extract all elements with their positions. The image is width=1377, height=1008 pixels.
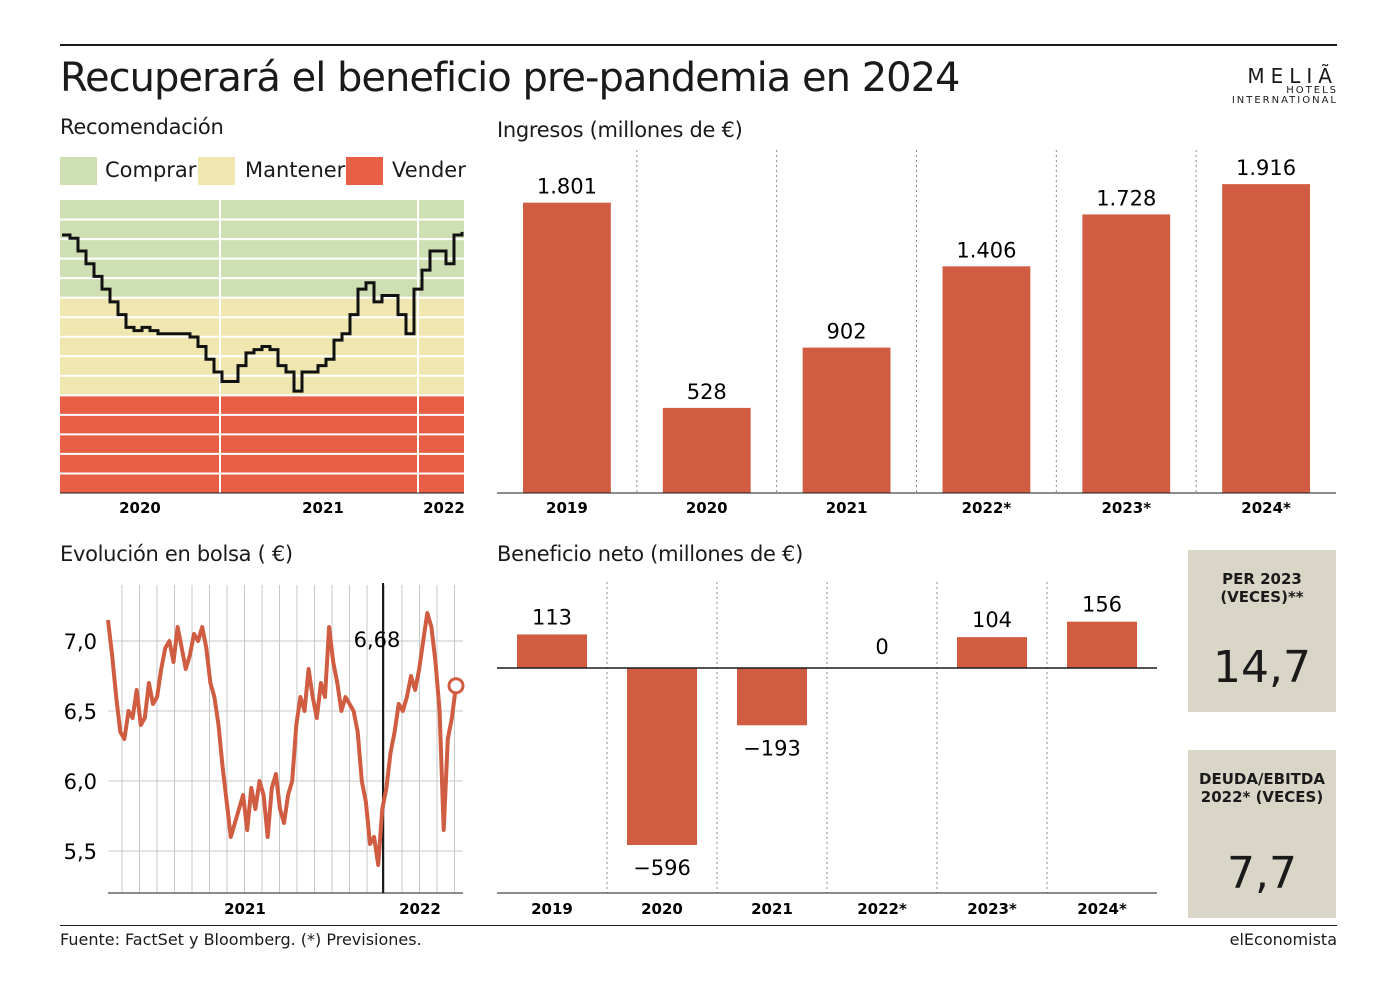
recomendacion-band-row: [60, 453, 464, 474]
recomendacion-band-row: [60, 200, 464, 220]
bolsa-marker-label: 6,68: [354, 628, 401, 652]
logo-line3: INTERNATIONAL: [1231, 95, 1338, 106]
kpi-deuda-label-1: DEUDA/EBITDA: [1199, 770, 1325, 788]
ingresos-title: Ingresos (millones de €): [497, 118, 743, 142]
recomendacion-band-row: [60, 219, 464, 240]
kpi-deuda: DEUDA/EBITDA 2022* (VECES) 7,7: [1188, 750, 1336, 918]
beneficio-bar: [627, 668, 697, 845]
beneficio-title: Beneficio neto (millones de €): [497, 542, 804, 566]
beneficio-bar: [737, 668, 807, 726]
beneficio-bar-label: 113: [532, 605, 572, 629]
kpi-per: PER 2023 (VECES)** 14,7: [1188, 550, 1336, 712]
recomendacion-title: Recomendación: [60, 115, 224, 139]
ingresos-x-tick-label: 2022*: [962, 499, 1012, 517]
ingresos-bar-label: 528: [687, 380, 727, 404]
beneficio-bar-label: 156: [1082, 593, 1122, 617]
bolsa-x-tick-label: 2022: [399, 900, 441, 918]
legend-swatch-comprar: [60, 157, 97, 185]
recomendacion-series-line: [62, 231, 464, 393]
bottom-rule: [60, 925, 1337, 926]
ingresos-bar: [662, 407, 751, 493]
beneficio-bar-label: 104: [972, 608, 1012, 632]
logo-line2: HOTELS: [1286, 85, 1338, 96]
recomendacion-band-row: [60, 317, 464, 337]
beneficio-x-tick-label: 2023*: [967, 900, 1017, 918]
kpi-per-value: 14,7: [1213, 642, 1311, 693]
ingresos-x-tick-label: 2020: [686, 499, 728, 517]
recomendacion-band-row: [60, 297, 464, 318]
recomendacion-band-row: [60, 258, 464, 279]
beneficio-bar: [1067, 621, 1137, 668]
ingresos-x-tick-label: 2019: [546, 499, 588, 517]
legend-label-vender: Vender: [392, 158, 466, 182]
beneficio-x-tick-label: 2019: [531, 900, 573, 918]
kpi-per-label-1: PER 2023: [1222, 570, 1302, 588]
recomendacion-band-row: [60, 278, 464, 298]
ingresos-bar-label: 1.801: [537, 175, 597, 199]
recomendacion-band-row: [60, 414, 464, 435]
page-title: Recuperará el beneficio pre-pandemia en …: [60, 55, 960, 101]
ingresos-bar-label: 1.406: [956, 238, 1016, 262]
legend-label-comprar: Comprar: [105, 158, 197, 182]
recomendacion-band-row: [60, 375, 464, 396]
recomendacion-band-row: [60, 356, 464, 376]
recomendacion-band-row: [60, 239, 464, 259]
beneficio-x-tick-label: 2021: [751, 900, 793, 918]
bolsa-y-tick-label: 6,0: [64, 770, 97, 794]
ingresos-bar: [942, 266, 1031, 493]
bolsa-y-tick-label: 7,0: [64, 630, 97, 654]
ingresos-x-tick-label: 2023*: [1101, 499, 1151, 517]
recomendacion-x-tick-label: 2022: [423, 499, 465, 517]
bolsa-y-tick-label: 6,5: [64, 700, 97, 724]
bolsa-x-tick-label: 2021: [224, 900, 266, 918]
logo-line1: MELIÃ: [1247, 64, 1338, 88]
recomendacion-x-tick-label: 2021: [302, 499, 344, 517]
brand-credit: elEconomista: [1229, 930, 1337, 949]
recomendacion-band-row: [60, 434, 464, 454]
top-rule: [60, 44, 1337, 46]
ingresos-bar: [1082, 214, 1171, 493]
ingresos-x-tick-label: 2024*: [1241, 499, 1291, 517]
beneficio-bar-label: 0: [875, 635, 888, 659]
ingresos-x-tick-label: 2021: [826, 499, 868, 517]
beneficio-x-tick-label: 2022*: [857, 900, 907, 918]
beneficio-bar-label: −193: [743, 736, 801, 760]
kpi-per-label-2: (VECES)**: [1220, 588, 1304, 606]
legend-swatch-mantener: [198, 157, 235, 185]
recomendacion-band-row: [60, 473, 464, 493]
beneficio-x-tick-label: 2024*: [1077, 900, 1127, 918]
source-note: Fuente: FactSet y Bloomberg. (*) Previsi…: [60, 930, 422, 949]
kpi-deuda-label-2: 2022* (VECES): [1200, 788, 1324, 806]
recomendacion-band-row: [60, 395, 464, 415]
bolsa-y-tick-label: 5,5: [64, 840, 97, 864]
legend-label-mantener: Mantener: [245, 158, 346, 182]
melia-logo: MELIÃ HOTELS INTERNATIONAL: [1190, 66, 1338, 106]
bolsa-series-line: [106, 611, 458, 867]
ingresos-bar: [523, 202, 611, 493]
bolsa-title: Evolución en bolsa ( €): [60, 542, 293, 566]
beneficio-x-tick-label: 2020: [641, 900, 683, 918]
recomendacion-x-tick-label: 2020: [119, 499, 161, 517]
beneficio-bar: [957, 637, 1027, 668]
legend-swatch-vender: [346, 157, 383, 185]
ingresos-bar: [802, 347, 891, 493]
beneficio-bar-label: −596: [633, 856, 691, 880]
ingresos-bar-label: 1.728: [1096, 186, 1156, 210]
kpi-deuda-value: 7,7: [1227, 848, 1297, 899]
ingresos-bar: [1222, 184, 1310, 493]
ingresos-bar-label: 1.916: [1236, 156, 1296, 180]
bolsa-last-point: [447, 677, 465, 695]
ingresos-bar-label: 902: [827, 320, 867, 344]
beneficio-bar: [517, 634, 587, 668]
